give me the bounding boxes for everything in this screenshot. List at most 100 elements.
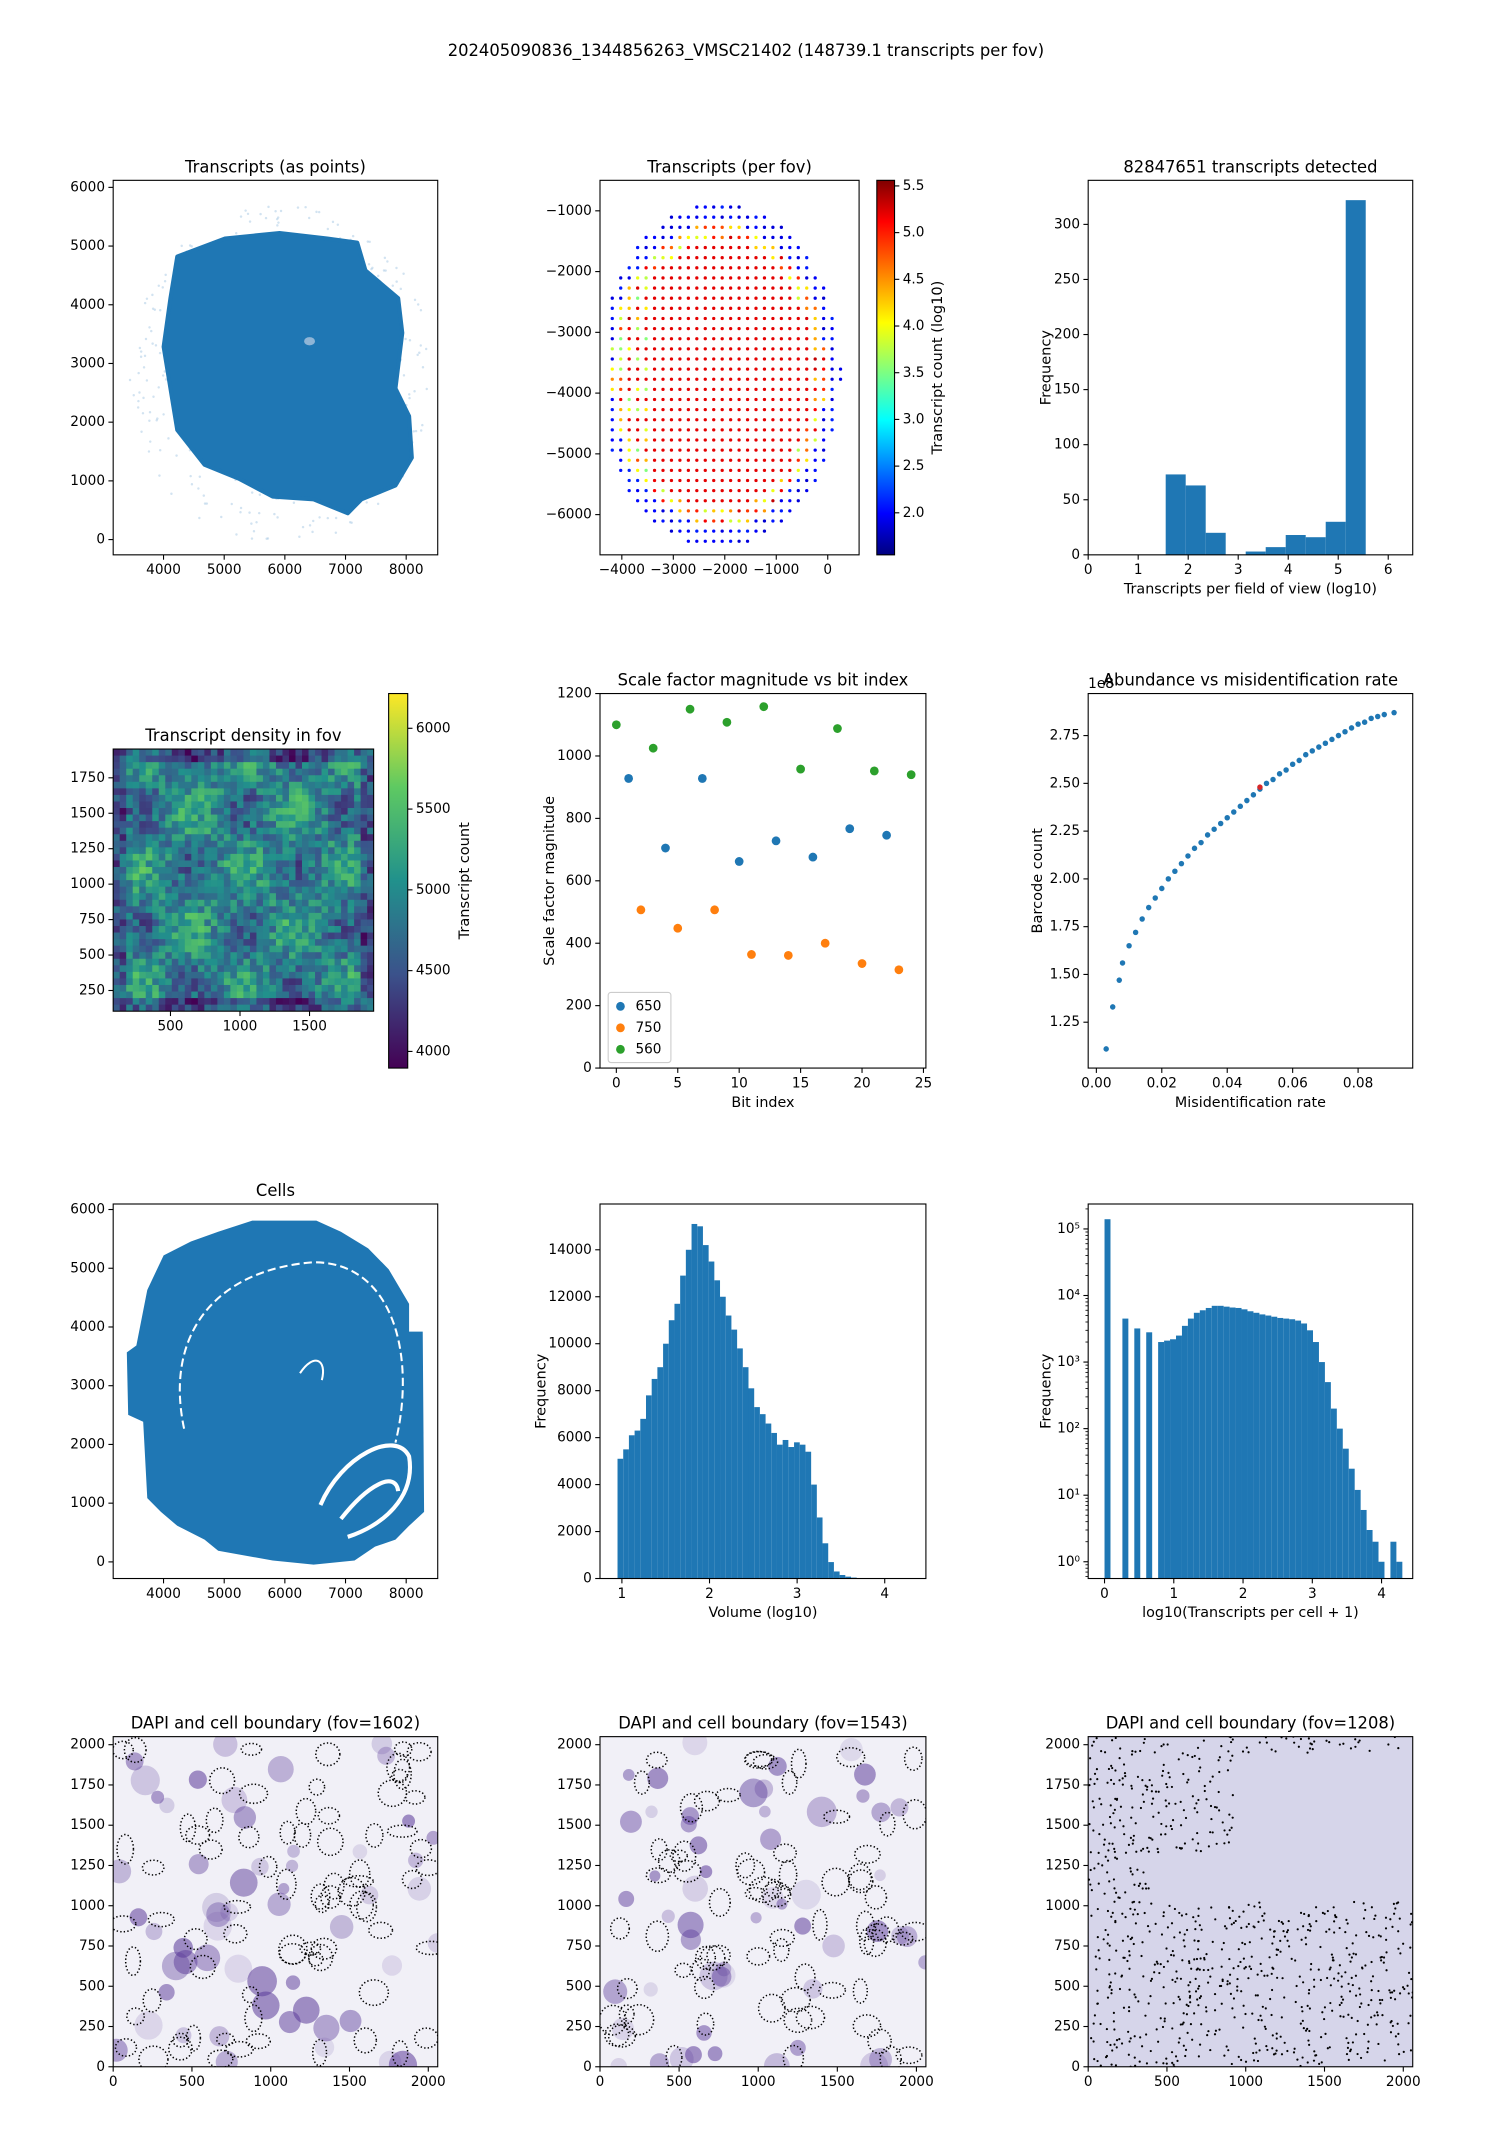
transcript-point [252,529,256,533]
fov-point [619,367,623,371]
density-cell [139,899,147,907]
fov-point [661,397,665,402]
density-cell [354,965,362,973]
density-cell [132,971,140,979]
density-cell [243,827,251,835]
density-cell [321,939,329,947]
density-cell [230,1004,238,1012]
density-cell [288,755,296,763]
fov-point [678,225,682,230]
density-cell [210,827,218,835]
cell-boundary-point [1350,1956,1353,1959]
fov-point [644,488,648,493]
density-cell [171,860,179,868]
density-cell [171,762,179,770]
fov-point [805,488,809,493]
density-cell [249,880,257,888]
density-cell [113,932,121,940]
cell-boundary-point [1113,1826,1116,1829]
fov-point [636,337,640,341]
transcript-point [365,501,368,504]
fov-point [661,448,665,452]
density-cell [288,880,296,888]
cell-boundary-point [1153,1963,1156,1966]
fov-point [712,276,716,280]
density-cell [132,984,140,992]
fov-point [762,286,767,290]
cell-boundary-point [1167,1802,1171,1805]
density-cell [223,867,231,874]
density-cell [165,814,173,822]
density-cell [158,801,166,809]
density-cell [139,906,147,914]
density-cell [367,834,374,842]
fov-point [669,407,674,412]
nucleus [822,1934,845,1958]
nucleus [682,1875,709,1902]
density-cell [165,965,173,973]
cell-boundary-point [1226,1769,1230,1772]
fov-point [703,387,707,392]
cell-boundary-point [1340,1975,1343,1978]
density-cell [321,762,329,770]
fov-point [686,539,690,543]
density-cell [113,945,121,953]
density-cell [204,958,212,966]
density-cell [171,801,179,809]
fov-point [661,316,665,321]
nucleus [918,1955,926,1970]
cell-boundary-point [1313,1740,1316,1743]
density-cell [178,912,186,920]
cell-boundary-point [1275,2032,1278,2035]
fov-point [805,286,809,290]
cell-boundary-point [1159,1833,1163,1836]
transcript-point [267,205,270,209]
density-cell [158,847,166,855]
fov-point [644,266,648,270]
density-cell [210,912,218,920]
cell-boundary-point [1286,2049,1289,2053]
fov-point [652,337,657,341]
cell-boundary [320,1885,342,1909]
y-tick-label: 4000 [70,297,105,313]
density-cell [288,952,296,960]
density-cell [152,821,160,829]
cell-boundary-point [1089,1757,1092,1760]
density-cell [152,880,160,888]
cell-boundary-point [1307,2039,1310,2042]
cell-boundary [746,1947,771,1966]
fov-point [619,286,623,290]
density-cell [269,794,277,802]
fov-point [652,306,657,311]
cell-boundary-point [1092,1740,1095,1743]
cell-boundary-point [1099,2064,1102,2067]
fov-point [745,488,750,493]
fov-point [661,499,665,503]
fov-point [754,256,758,260]
cell-boundary-point [1157,1851,1160,1854]
cell-boundary-point [1223,2054,1226,2057]
density-cell [367,755,374,763]
cell-boundary [415,1859,438,1877]
bar [1324,1382,1331,1579]
density-cell [262,873,270,881]
cell-boundary-point [1231,1754,1234,1757]
cell-boundary-point [1114,1797,1117,1800]
density-cell [145,814,153,822]
cell-boundary-point [1389,1996,1392,2000]
density-cell [191,853,199,861]
transcript-point [273,512,276,516]
cell-boundary-point [1220,1745,1223,1748]
density-cell [288,775,296,783]
fov-point [813,448,817,452]
cell-boundary-point [1263,1912,1266,1915]
density-cell [119,834,127,842]
cell-boundary [295,1797,317,1825]
transcript-point [149,440,152,443]
cell-boundary-point [1318,2062,1321,2065]
transcript-point [277,221,280,224]
density-cell [262,821,270,829]
fov-point [796,448,800,452]
transcript-point [424,347,428,351]
cell-boundary-point [1187,1984,1190,1987]
